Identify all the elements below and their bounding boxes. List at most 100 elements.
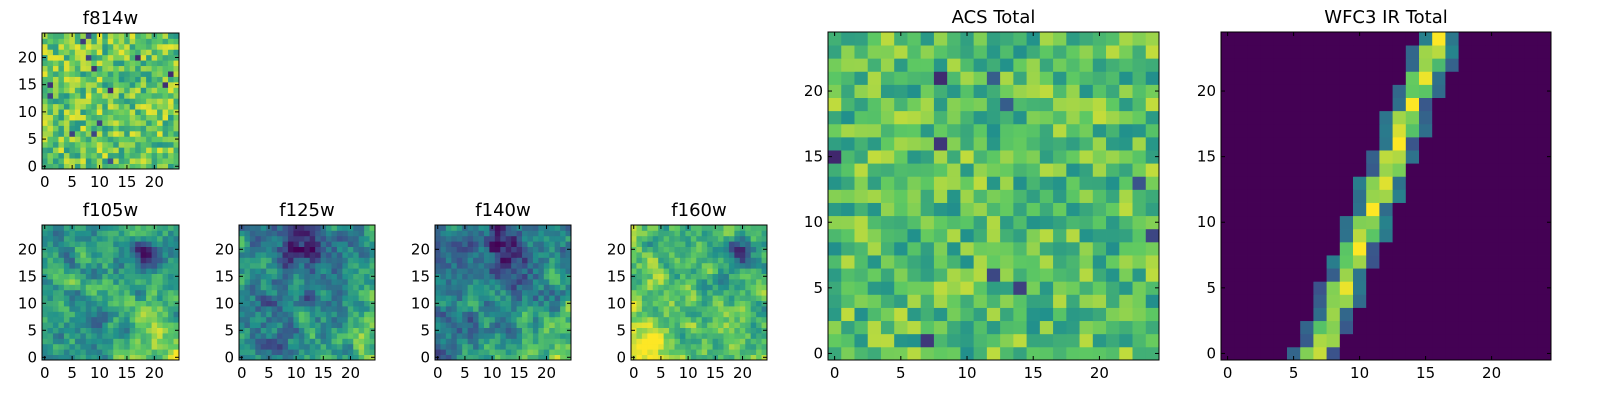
heatmap-cell <box>1079 150 1094 164</box>
heatmap-cell <box>1260 241 1275 256</box>
panel-title: f105w <box>83 200 138 221</box>
heatmap-cell <box>1300 123 1314 138</box>
heatmap-cell <box>244 338 251 345</box>
heatmap-cell <box>52 33 59 39</box>
heatmap-cell <box>734 257 741 264</box>
heatmap-cell <box>91 49 98 56</box>
heatmap-cell <box>1511 333 1525 348</box>
heatmap-cell <box>369 252 376 258</box>
heatmap-cell <box>1039 307 1054 322</box>
heatmap-cell <box>102 225 109 231</box>
heatmap-cell <box>91 114 98 121</box>
heatmap-cell <box>933 333 948 348</box>
heatmap-cell <box>739 279 746 285</box>
heatmap-cell <box>467 343 474 350</box>
heatmap-cell <box>636 284 643 291</box>
heatmap-cell <box>1458 307 1473 322</box>
heatmap-cell <box>451 230 458 237</box>
heatmap-cell <box>304 246 311 253</box>
heatmap-cell <box>124 147 131 154</box>
heatmap-cell <box>69 109 76 115</box>
axes-frame <box>41 32 180 170</box>
heatmap-cell <box>315 230 321 237</box>
heatmap-cell <box>157 349 163 355</box>
heatmap-cell <box>494 289 501 296</box>
heatmap-cell <box>331 284 338 291</box>
heatmap-cell <box>282 316 289 323</box>
heatmap-cell <box>440 252 447 258</box>
heatmap-cell <box>1485 281 1499 295</box>
heatmap-cell <box>102 230 109 237</box>
heatmap-cell <box>1000 241 1014 256</box>
heatmap-cell <box>85 49 92 56</box>
heatmap-cell <box>505 300 512 307</box>
heatmap-cell <box>331 246 338 253</box>
heatmap-cell <box>282 295 289 301</box>
heatmap-cell <box>1287 346 1301 361</box>
heatmap-cell <box>85 87 92 94</box>
heatmap-cell <box>631 295 637 301</box>
heatmap-cell <box>647 268 654 274</box>
heatmap-cell <box>96 109 103 115</box>
heatmap-cell <box>718 343 724 350</box>
heatmap-cell <box>146 338 152 345</box>
heatmap-cell <box>364 225 370 231</box>
heatmap-cell <box>473 262 479 269</box>
heatmap-cell <box>1300 215 1314 230</box>
heatmap-cell <box>1247 176 1261 190</box>
heatmap-cell <box>728 235 735 242</box>
heatmap-cell <box>102 241 109 247</box>
heatmap-cell <box>723 225 730 231</box>
heatmap-cell <box>107 289 114 296</box>
heatmap-cell <box>266 262 273 269</box>
heatmap-cell <box>658 306 665 312</box>
heatmap-cell <box>1221 215 1235 230</box>
heatmap-cell <box>690 343 697 350</box>
heatmap-cell <box>271 235 278 242</box>
heatmap-cell <box>435 284 441 291</box>
heatmap-cell <box>1485 268 1499 282</box>
heatmap-cell <box>543 257 550 264</box>
heatmap-cell <box>435 306 441 312</box>
heatmap-cell <box>96 81 103 88</box>
heatmap-cell <box>538 279 545 285</box>
heatmap-cell <box>260 311 267 318</box>
heatmap-cell <box>239 306 245 312</box>
heatmap-cell <box>696 268 703 274</box>
heatmap-cell <box>91 273 98 280</box>
heatmap-cell <box>1392 241 1407 256</box>
y-tick-label: 10 <box>215 294 234 312</box>
heatmap-cell <box>63 225 70 231</box>
heatmap-cell <box>315 241 321 247</box>
heatmap-cell <box>304 262 311 269</box>
heatmap-cell <box>1066 241 1080 256</box>
heatmap-cell <box>85 120 92 126</box>
heatmap-cell <box>1119 97 1133 112</box>
heatmap-cell <box>260 241 267 247</box>
x-tick-label: 20 <box>1482 364 1501 382</box>
heatmap-cell <box>1260 176 1275 190</box>
heatmap-cell <box>129 262 136 269</box>
heatmap-cell <box>80 120 87 126</box>
heatmap-cell <box>560 279 566 285</box>
heatmap-cell <box>1039 136 1054 151</box>
heatmap-cell <box>920 294 935 308</box>
heatmap-cell <box>647 241 654 247</box>
heatmap-cell <box>118 147 125 154</box>
heatmap-cell <box>947 268 961 282</box>
heatmap-cell <box>647 300 654 307</box>
heatmap-cell <box>304 252 311 258</box>
heatmap-cell <box>336 338 343 345</box>
heatmap-cell <box>162 284 169 291</box>
heatmap-cell <box>674 225 681 231</box>
heatmap-cell <box>867 136 882 151</box>
heatmap-cell <box>1247 241 1261 256</box>
heatmap-cell <box>1524 228 1539 243</box>
heatmap-cell <box>113 103 120 110</box>
heatmap-cell <box>135 38 142 45</box>
heatmap-cell <box>1260 136 1275 151</box>
heatmap-cell <box>129 354 136 361</box>
heatmap-cell <box>47 103 54 110</box>
heatmap-cell <box>282 338 289 345</box>
heatmap-cell <box>500 241 507 247</box>
